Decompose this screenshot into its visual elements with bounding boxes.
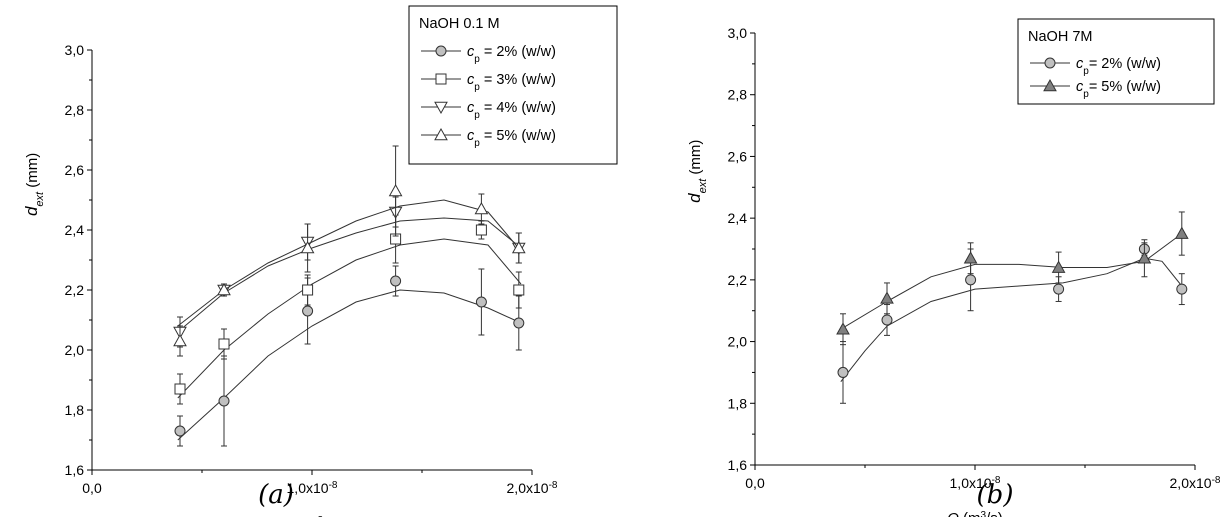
fit-curve: [177, 217, 522, 333]
y-tick-label: 2,0: [65, 342, 85, 358]
y-tick-label: 1,6: [728, 457, 748, 473]
y-tick-label: 2,8: [728, 87, 748, 103]
y-tick-label: 2,2: [65, 282, 85, 298]
legend-entry: cp = 3% (w/w): [467, 72, 556, 93]
x-tick-label: 2,0x10-8: [1170, 475, 1221, 492]
series-3: [173, 145, 526, 357]
x-axis-label: Q (m3/s): [284, 515, 340, 517]
data-point: [1174, 226, 1189, 239]
data-point: [174, 425, 186, 437]
y-tick-label: 2,0: [728, 334, 748, 350]
fit-curve: [177, 199, 522, 327]
data-point: [173, 333, 187, 347]
chart-a: 1,6 1,8 2,0 2,2 2,4 2,6 2,8 3,0 0,0 1,0x10-8 2,0x1…: [22, 5, 618, 517]
fit-curve: [840, 233, 1183, 330]
data-point: [475, 224, 487, 236]
data-point: [218, 338, 230, 350]
legend-entry: cp = 2% (w/w): [467, 44, 556, 65]
fit-curve: [840, 257, 1183, 383]
data-point: [513, 284, 525, 296]
legend-title: NaOH 0.1 M: [419, 16, 500, 32]
data-point: [1176, 283, 1188, 295]
legend-marker: [1043, 78, 1057, 92]
legend-entry: cp= 5% (w/w): [1076, 79, 1161, 100]
data-point: [1137, 251, 1152, 264]
y-tick-label: 2,2: [728, 272, 748, 288]
y-tick-label: 2,6: [65, 162, 85, 178]
y-tick-label: 1,6: [65, 462, 85, 478]
series-0: [837, 242, 1188, 404]
data-point: [218, 395, 230, 407]
x-tick-label: 1,0x10-8: [287, 480, 338, 497]
y-tick-label: 1,8: [728, 395, 748, 411]
data-point: [302, 305, 314, 317]
data-point: [880, 291, 894, 304]
x-tick-label: 0,0: [82, 480, 102, 496]
y-axis-label: dext (mm): [22, 153, 46, 216]
legend-marker: [434, 101, 448, 115]
data-point: [300, 240, 315, 254]
series-0: [174, 265, 525, 447]
y-tick-label: 2,8: [65, 102, 85, 118]
y-tick-label: 2,4: [728, 210, 748, 226]
legend-entry: cp = 4% (w/w): [467, 100, 556, 121]
y-tick-label: 2,6: [728, 148, 748, 164]
fit-curve: [177, 289, 522, 441]
data-point: [388, 183, 403, 197]
data-point: [1051, 260, 1066, 273]
data-point: [881, 314, 893, 326]
series-1: [836, 211, 1189, 346]
legend-marker: [1044, 57, 1056, 69]
data-point: [963, 251, 978, 264]
data-point: [836, 322, 850, 335]
legend: NaOH 0.1 M cp = 2% (w/w) cp = 3% (w/w) cp =…: [408, 5, 618, 165]
y-tick-label: 3,0: [65, 42, 85, 58]
chart-caption: (a): [258, 480, 294, 510]
data-point: [302, 284, 314, 296]
legend-marker: [435, 45, 447, 57]
series-2: [173, 196, 526, 348]
legend-entry: cp = 5% (w/w): [467, 128, 556, 149]
y-tick-label: 2,4: [65, 222, 85, 238]
data-point: [837, 366, 849, 378]
x-tick-label: 0,0: [745, 475, 765, 491]
data-point: [513, 317, 525, 329]
x-tick-label: 2,0x10-8: [507, 480, 558, 497]
data-point: [511, 240, 526, 254]
chart-caption: (b): [977, 480, 1014, 510]
series-1: [174, 214, 525, 405]
legend-title: NaOH 7M: [1028, 29, 1092, 45]
data-point: [174, 383, 186, 395]
legend-marker: [434, 127, 448, 141]
data-point: [390, 275, 402, 287]
data-point: [1053, 283, 1065, 295]
y-tick-label: 3,0: [728, 25, 748, 41]
data-point: [217, 282, 231, 296]
y-tick-label: 1,8: [65, 402, 85, 418]
data-point: [475, 296, 487, 308]
y-axis-label: dext (mm): [685, 140, 709, 203]
legend-entry: cp= 2% (w/w): [1076, 56, 1161, 77]
x-axis-label: Q (m3/s): [947, 510, 1003, 517]
data-point: [965, 274, 977, 286]
data-point: [474, 201, 489, 215]
chart-b: 1,6 1,8 2,0 2,2 2,4 2,6 2,8 3,0 0,0 1,0x10-8 2,0x1…: [685, 18, 1221, 517]
legend: NaOH 7M cp= 2% (w/w)cp= 5% (w/w): [1017, 18, 1215, 105]
x-tick-label: 1,0x10-8: [950, 475, 1001, 492]
legend-marker: [435, 73, 447, 85]
fit-curve: [177, 238, 522, 399]
